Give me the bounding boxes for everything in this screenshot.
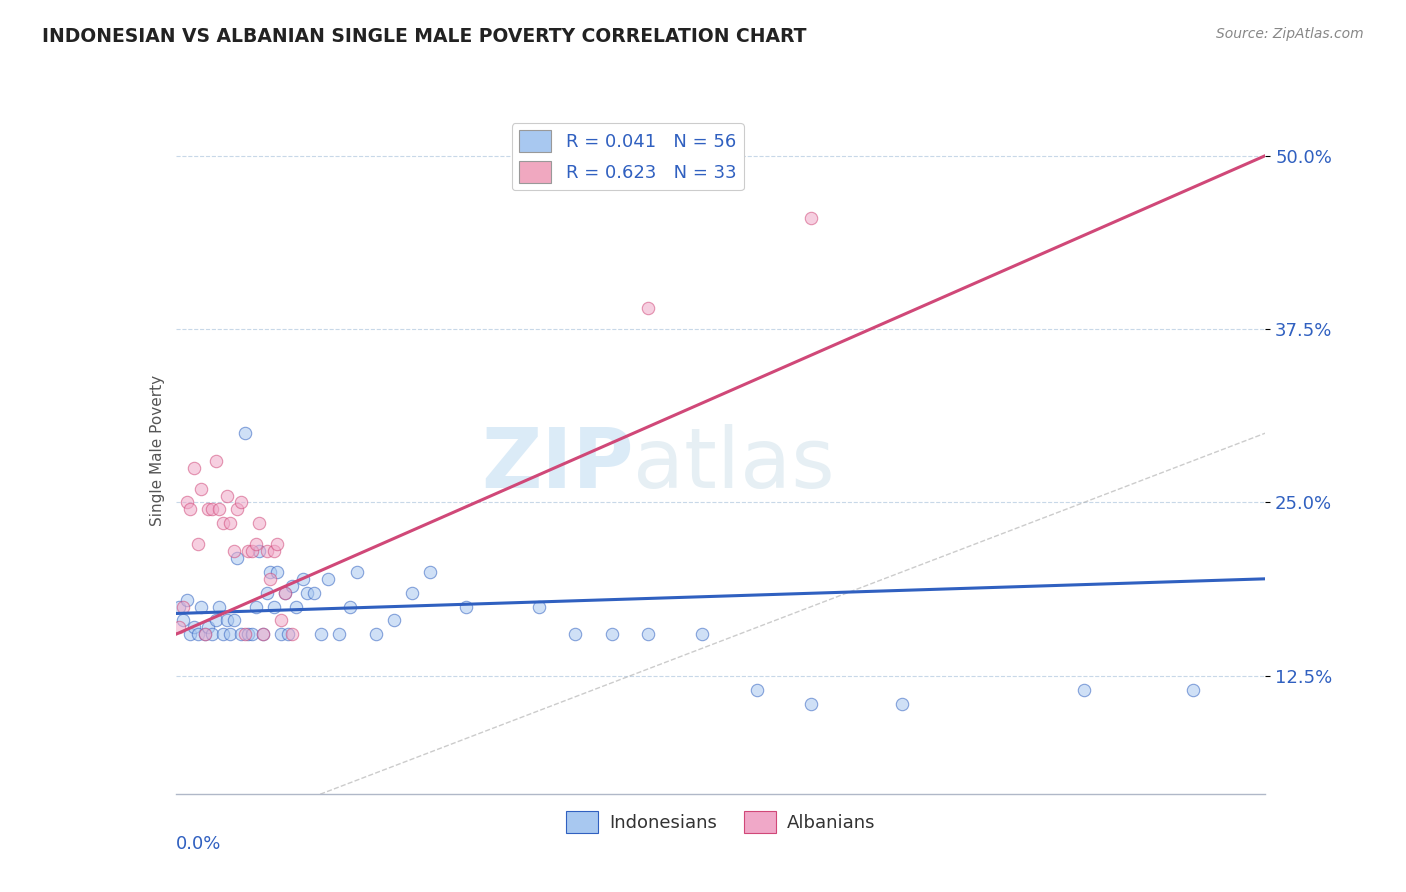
Point: [201, 627, 224, 641]
Point: [263, 544, 285, 558]
Legend: Indonesians, Albanians: Indonesians, Albanians: [558, 804, 883, 839]
Point: [456, 599, 478, 614]
Point: [600, 627, 623, 641]
Point: [1181, 682, 1204, 697]
Point: [637, 301, 659, 316]
Point: [172, 614, 194, 628]
Point: [295, 585, 318, 599]
Point: [277, 627, 299, 641]
Point: [190, 482, 212, 496]
Point: [291, 572, 314, 586]
Text: ZIP: ZIP: [481, 424, 633, 505]
Point: [208, 599, 231, 614]
Point: [401, 585, 423, 599]
Point: [259, 565, 281, 579]
Point: [274, 585, 297, 599]
Point: [183, 620, 205, 634]
Point: [302, 585, 325, 599]
Point: [419, 565, 441, 579]
Point: [263, 599, 285, 614]
Point: [247, 544, 270, 558]
Point: [201, 502, 224, 516]
Point: [274, 585, 297, 599]
Point: [183, 460, 205, 475]
Point: [208, 502, 231, 516]
Point: [197, 502, 219, 516]
Text: atlas: atlas: [633, 424, 835, 505]
Point: [328, 627, 350, 641]
Point: [204, 454, 226, 468]
Point: [382, 614, 405, 628]
Point: [637, 627, 659, 641]
Point: [172, 599, 194, 614]
Point: [222, 614, 245, 628]
Point: [219, 516, 242, 531]
Point: [233, 627, 256, 641]
Text: 0.0%: 0.0%: [176, 835, 221, 853]
Point: [245, 599, 267, 614]
Point: [527, 599, 550, 614]
Point: [215, 614, 238, 628]
Point: [226, 551, 249, 566]
Point: [194, 627, 217, 641]
Point: [800, 211, 823, 225]
Point: [256, 544, 278, 558]
Point: [339, 599, 361, 614]
Point: [309, 627, 332, 641]
Point: [186, 537, 209, 551]
Point: [169, 620, 191, 634]
Point: [284, 599, 307, 614]
Point: [270, 614, 292, 628]
Point: [176, 592, 198, 607]
Point: [259, 572, 281, 586]
Point: [891, 697, 914, 711]
Point: [226, 502, 249, 516]
Point: [231, 495, 253, 509]
Point: [215, 489, 238, 503]
Point: [1073, 682, 1095, 697]
Point: [219, 627, 242, 641]
Point: [179, 627, 201, 641]
Point: [212, 627, 235, 641]
Point: [266, 565, 288, 579]
Point: [564, 627, 586, 641]
Point: [318, 572, 340, 586]
Point: [186, 627, 209, 641]
Point: [197, 620, 219, 634]
Point: [247, 516, 270, 531]
Point: [179, 502, 201, 516]
Point: [240, 627, 263, 641]
Point: [692, 627, 714, 641]
Point: [169, 599, 191, 614]
Point: [238, 544, 260, 558]
Point: [190, 599, 212, 614]
Y-axis label: Single Male Poverty: Single Male Poverty: [149, 375, 165, 526]
Point: [346, 565, 368, 579]
Point: [204, 614, 226, 628]
Point: [745, 682, 768, 697]
Point: [212, 516, 235, 531]
Point: [222, 544, 245, 558]
Point: [266, 537, 288, 551]
Point: [252, 627, 274, 641]
Point: [233, 426, 256, 441]
Point: [240, 544, 263, 558]
Point: [176, 495, 198, 509]
Point: [270, 627, 292, 641]
Point: [245, 537, 267, 551]
Point: [238, 627, 260, 641]
Text: Source: ZipAtlas.com: Source: ZipAtlas.com: [1216, 27, 1364, 41]
Point: [194, 627, 217, 641]
Point: [231, 627, 253, 641]
Point: [256, 585, 278, 599]
Point: [281, 579, 304, 593]
Point: [252, 627, 274, 641]
Point: [364, 627, 387, 641]
Point: [800, 697, 823, 711]
Point: [281, 627, 304, 641]
Text: INDONESIAN VS ALBANIAN SINGLE MALE POVERTY CORRELATION CHART: INDONESIAN VS ALBANIAN SINGLE MALE POVER…: [42, 27, 807, 45]
